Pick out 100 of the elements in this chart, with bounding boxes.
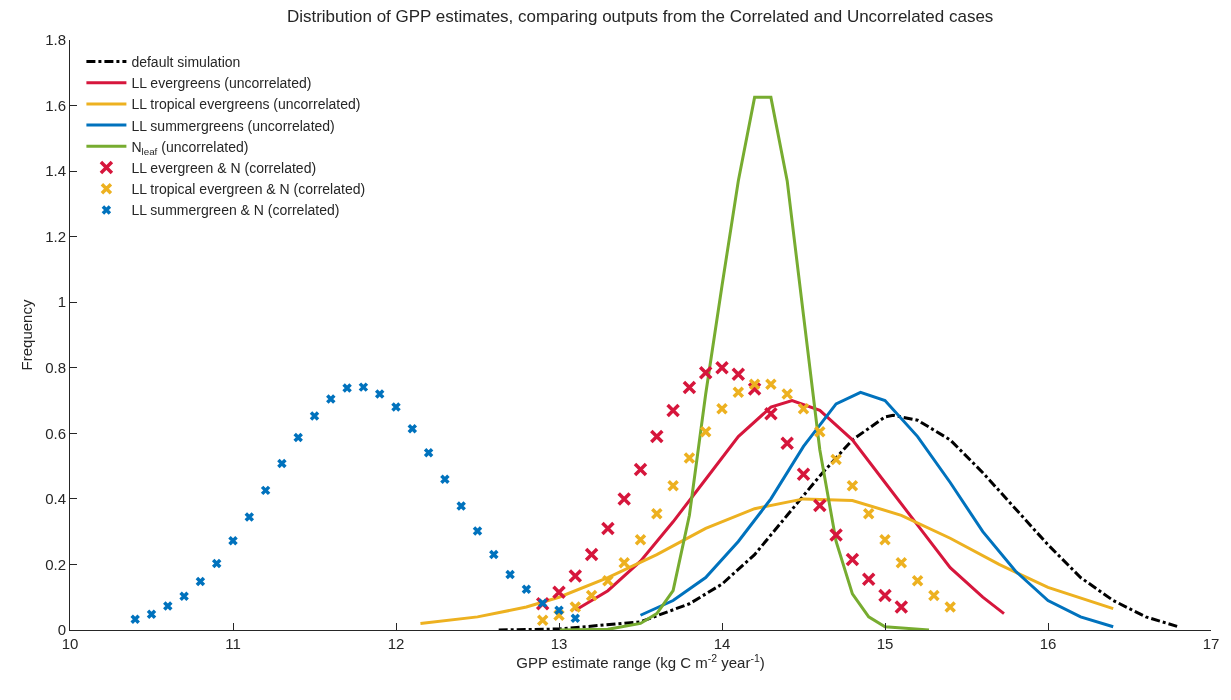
line-series [497, 413, 1180, 630]
point [341, 382, 353, 394]
x-tick-label: 16 [1039, 635, 1057, 652]
legend-label: LL evergreen & N (correlated) [131, 159, 317, 176]
legend-label: LL evergreens (uncorrelated) [131, 75, 312, 92]
point [536, 613, 549, 627]
point [878, 533, 892, 547]
y-tick-label: 1.8 [45, 31, 66, 49]
point [633, 462, 648, 477]
point [617, 556, 631, 570]
point [178, 590, 190, 602]
point [195, 576, 206, 587]
point [309, 410, 320, 422]
point [943, 600, 957, 614]
point [683, 451, 696, 465]
point [276, 458, 288, 469]
point [423, 447, 434, 458]
legend-label: LL summergreen & N (correlated) [131, 202, 340, 219]
y-tick-label: 1 [57, 293, 66, 311]
point [570, 612, 581, 624]
point [584, 547, 599, 562]
point [488, 549, 500, 560]
point [845, 552, 860, 567]
point [779, 435, 795, 451]
point [911, 574, 924, 588]
point [129, 613, 141, 625]
point [665, 403, 681, 418]
point [796, 467, 811, 482]
y-tick-label: 1.6 [45, 96, 66, 114]
point [244, 511, 255, 523]
x-tick-label: 12 [387, 635, 405, 652]
point [877, 588, 893, 603]
point [699, 425, 712, 438]
point [698, 365, 713, 380]
legend-label: N$_{leaf}$ (uncorrelated) [131, 138, 249, 157]
point [731, 367, 746, 382]
point [813, 425, 827, 438]
x-tick-label: 17 [1202, 635, 1220, 652]
point [439, 473, 451, 485]
point [732, 386, 745, 399]
point [828, 527, 844, 543]
point [374, 388, 385, 400]
point [146, 609, 157, 620]
point [812, 498, 828, 513]
line-series [557, 95, 931, 630]
point [894, 599, 909, 615]
point [748, 377, 761, 391]
legend-label: LL tropical evergreens (uncorrelated) [131, 96, 361, 113]
point [764, 377, 778, 391]
point [553, 605, 565, 616]
point [292, 432, 304, 443]
y-tick-label: 1.2 [45, 227, 66, 245]
point [829, 453, 843, 466]
point [585, 589, 598, 602]
chart-title: Distribution of GPP estimates, comparing outputs from the Correlated and Uncorrelated cases [286, 7, 994, 27]
x-axis-title: GPP estimate range (kg C m$^{-2}$ year$^{-1}$) [516, 652, 765, 672]
line-series [639, 390, 1115, 629]
point [763, 406, 779, 421]
point [601, 574, 615, 588]
point [390, 401, 402, 413]
point [797, 402, 810, 415]
point [260, 485, 271, 496]
point [211, 558, 222, 569]
y-tick-label: 0.8 [45, 359, 66, 377]
line-series [573, 399, 1006, 616]
legend-label: LL tropical evergreen & N (correlated) [131, 181, 366, 198]
x-tick-label: 15 [876, 635, 894, 652]
point [600, 521, 616, 536]
point [521, 584, 532, 595]
point [455, 500, 467, 512]
point [927, 589, 941, 602]
y-tick-label: 0.2 [45, 555, 66, 573]
point [861, 571, 876, 587]
point [666, 479, 680, 493]
point [504, 569, 516, 580]
point [227, 535, 239, 547]
point [846, 479, 859, 493]
point [650, 507, 664, 520]
point [649, 429, 665, 444]
y-tick-label: 1.4 [45, 162, 66, 180]
x-tick-label: 13 [550, 635, 568, 652]
line-series [418, 497, 1115, 625]
x-tick-label: 11 [225, 635, 241, 652]
point [715, 402, 729, 415]
point [162, 600, 174, 612]
legend-label: default simulation [131, 53, 241, 70]
legend-label: LL summergreens (uncorrelated) [131, 117, 335, 134]
point [568, 568, 583, 584]
point [780, 387, 794, 401]
y-tick-label: 0.6 [45, 424, 66, 442]
point [358, 381, 369, 393]
point [714, 360, 730, 376]
point [472, 525, 483, 537]
point [325, 393, 337, 405]
y-axis-title: Frequency [18, 299, 36, 371]
x-tick-label: 14 [713, 635, 731, 652]
point [616, 491, 632, 507]
point [634, 533, 647, 547]
point [862, 507, 875, 520]
point [569, 600, 582, 614]
